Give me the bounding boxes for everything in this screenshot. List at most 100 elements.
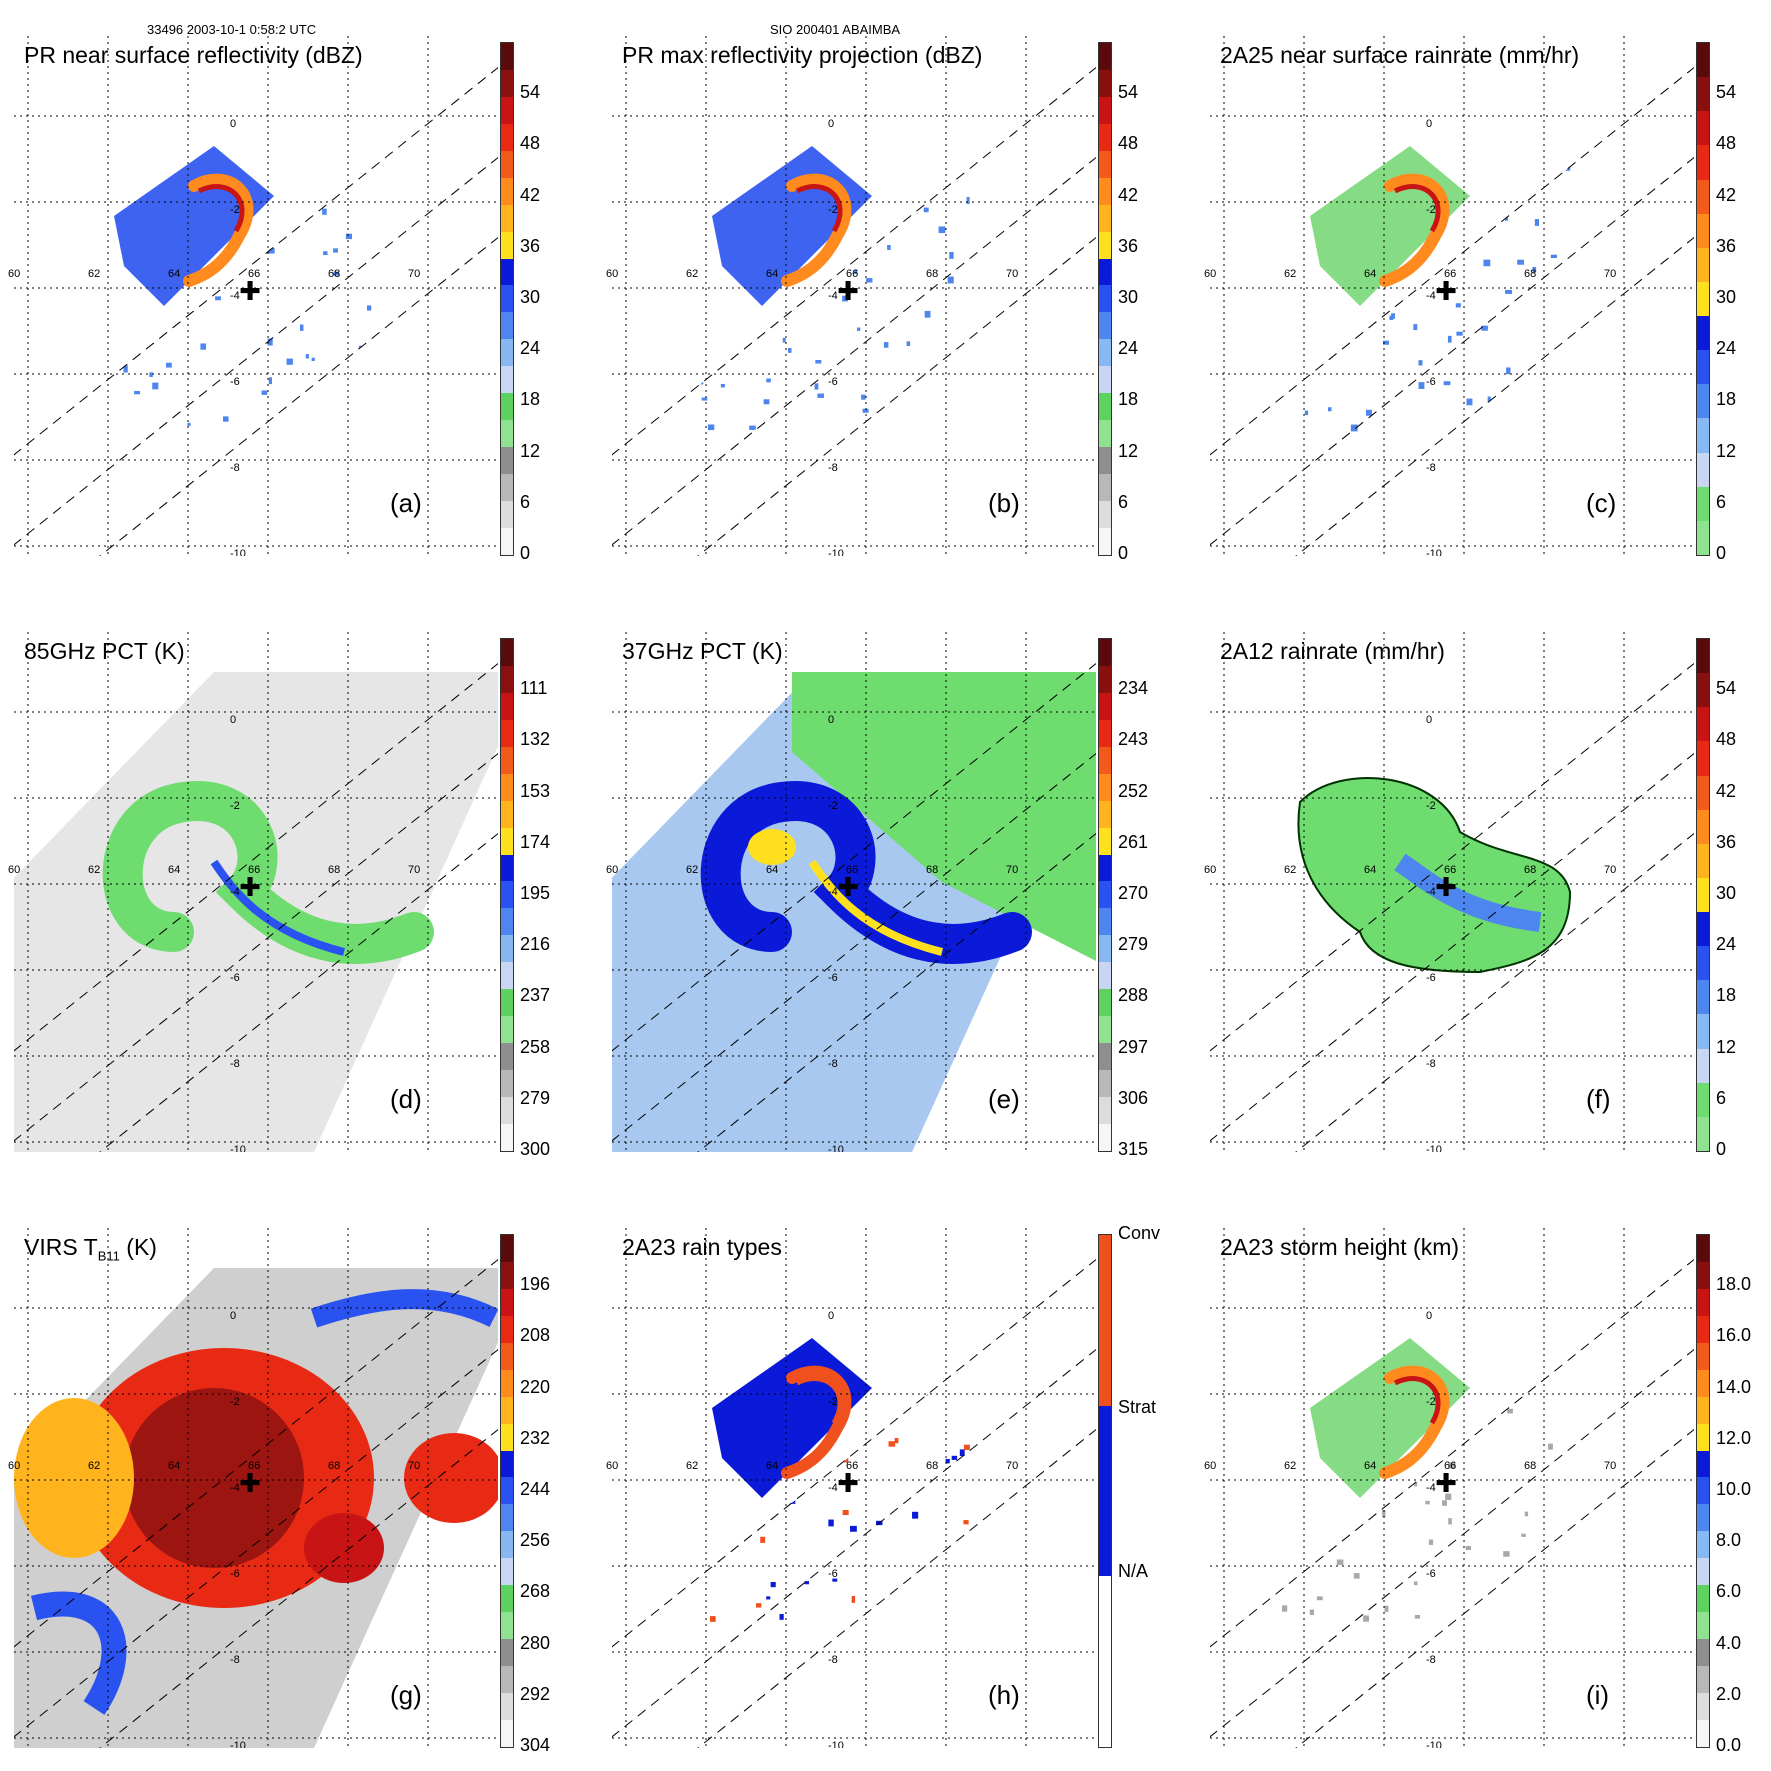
lon-label: 60	[606, 268, 619, 280]
colorbar-segment	[501, 854, 513, 882]
panel-c: ✚ 60 62 64 66 68 70 0 -2 -4 -6 -8 -10 2A25 near surfa…	[1196, 36, 1694, 556]
station-cross-icon: ✚	[239, 276, 261, 306]
colorbar-segment	[1697, 1531, 1709, 1559]
lon-label: 60	[1204, 1460, 1217, 1472]
colorbar-tick-label: 315	[1118, 1139, 1149, 1159]
lon-label: 60	[8, 268, 21, 280]
colorbar-segment	[1697, 877, 1709, 912]
lat-label: -10	[828, 548, 844, 556]
colorbar-tick-label: 30	[520, 287, 541, 307]
swath-edge	[99, 832, 498, 1152]
colorbar-tick-label: 132	[520, 729, 551, 750]
colorbar-segment	[1099, 474, 1111, 501]
colorbar-segment	[501, 800, 513, 828]
colorbar-segment	[501, 827, 513, 855]
colorbar-segment	[1099, 1576, 1111, 1747]
colorbar-tick-label: 30	[1716, 883, 1737, 903]
colorbar-segment	[1697, 707, 1709, 742]
colorbar-segment	[1099, 1235, 1111, 1406]
colorbar-tick-label: 42	[520, 184, 541, 205]
colorbar-segment	[501, 1096, 513, 1124]
colorbar-tick-label: 48	[1118, 133, 1139, 154]
colorbar-segment	[1697, 1342, 1709, 1370]
colorbar-tick-label: 30	[1118, 287, 1139, 307]
colorbar-e	[1098, 638, 1112, 1152]
colorbar-segment	[1099, 96, 1111, 124]
lat-label: -6	[1426, 972, 1436, 984]
lon-label: 64	[168, 268, 181, 280]
lat-label: -10	[230, 1144, 246, 1152]
colorbar-segment	[1099, 1043, 1111, 1070]
panel-b: ✚ 60 62 64 66 68 70 0 -2 -4 -6 -8 -10 PR max reflecti…	[598, 36, 1096, 556]
lon-label: 62	[1284, 1460, 1297, 1472]
lat-label: -4	[230, 290, 240, 302]
lat-label: -4	[1426, 1482, 1436, 1494]
colorbar-segment	[501, 665, 513, 693]
colorbar-segment	[1697, 639, 1709, 674]
colorbar-segment	[501, 1261, 513, 1289]
colorbar-tick-label: 196	[520, 1274, 551, 1295]
lat-label: -4	[230, 886, 240, 898]
swath-edge	[612, 66, 1096, 456]
colorbar-segment	[1697, 1315, 1709, 1343]
lon-label: 62	[686, 1460, 699, 1472]
colorbar-tick-label: 304	[520, 1735, 551, 1755]
colorbar-tick-label: 270	[1118, 883, 1149, 903]
precip-field-i	[1270, 1319, 1576, 1622]
lat-label: -8	[230, 462, 240, 474]
colorbar-tick-label: 18	[1716, 389, 1737, 410]
colorbar-segment	[1099, 854, 1111, 882]
colorbar-segment	[1099, 1016, 1111, 1044]
lat-label: -10	[1426, 548, 1442, 556]
precip-field-h	[686, 1329, 973, 1625]
map-plot-h: ✚	[612, 1228, 1096, 1748]
colorbar-segment	[1697, 1048, 1709, 1083]
colorbar-segment	[1099, 935, 1111, 963]
colorbar-segment	[501, 393, 513, 421]
lat-label: -2	[1426, 1396, 1436, 1408]
lat-label: -2	[828, 1396, 838, 1408]
lat-label: -2	[1426, 800, 1436, 812]
swath-edge	[1295, 1428, 1694, 1748]
lon-label: 62	[88, 864, 101, 876]
panel-letter: (i)	[1586, 1680, 1610, 1710]
panel-letter: (a)	[390, 488, 422, 518]
panel-title: PR near surface reflectivity (dBZ)	[24, 42, 363, 68]
colorbar-tick-label: 16.0	[1716, 1325, 1752, 1346]
colorbar-tick-label: 111	[520, 678, 548, 699]
panel-d: ✚ 60 62 64 66 68 70 0 -2 -4 -6 -8 -10 85GHz PCT (K) (d…	[0, 632, 498, 1152]
colorbar-segment	[501, 1531, 513, 1559]
colorbar-segment	[1099, 908, 1111, 936]
swath-edge	[612, 1258, 1096, 1648]
colorbar-segment	[1697, 1477, 1709, 1505]
lat-label: -6	[230, 376, 240, 388]
colorbar-tick-label: 6	[1716, 1087, 1727, 1108]
colorbar-h	[1098, 1234, 1112, 1748]
lat-label: -8	[828, 1058, 838, 1070]
colorbar-segment	[1697, 673, 1709, 708]
station-cross-icon: ✚	[837, 1468, 859, 1498]
lat-label: -8	[828, 1654, 838, 1666]
colorbar-segment	[1697, 980, 1709, 1015]
swath-edge	[697, 1428, 1096, 1748]
colorbar-segment	[1697, 1235, 1709, 1262]
swath-edge	[14, 752, 498, 1142]
colorbar-segment	[501, 366, 513, 394]
lat-label: 0	[828, 714, 835, 726]
lon-label: 68	[1524, 1460, 1537, 1472]
colorbar-segment	[1099, 123, 1111, 151]
panel-title: 2A25 near surface rainrate (mm/hr)	[1220, 42, 1580, 68]
panel-a: ✚ 60 62 64 66 68 70 0 -2 -4 -6 -8 -10 PR near surface…	[0, 36, 498, 556]
swath-edge	[14, 1348, 498, 1738]
lon-label: 64	[766, 1460, 779, 1472]
lat-label: 0	[1426, 118, 1433, 130]
precip-field-c	[1275, 132, 1573, 432]
colorbar-tick-label: 279	[1118, 934, 1149, 955]
panel-title: VIRS TB11 (K)	[24, 1234, 157, 1264]
colorbar-segment	[501, 989, 513, 1017]
colorbar-segment	[1697, 1666, 1709, 1693]
colorbar-segment	[501, 1123, 513, 1151]
colorbar-segment	[1099, 285, 1111, 313]
lat-label: -6	[828, 376, 838, 388]
colorbar-segment	[1697, 843, 1709, 878]
